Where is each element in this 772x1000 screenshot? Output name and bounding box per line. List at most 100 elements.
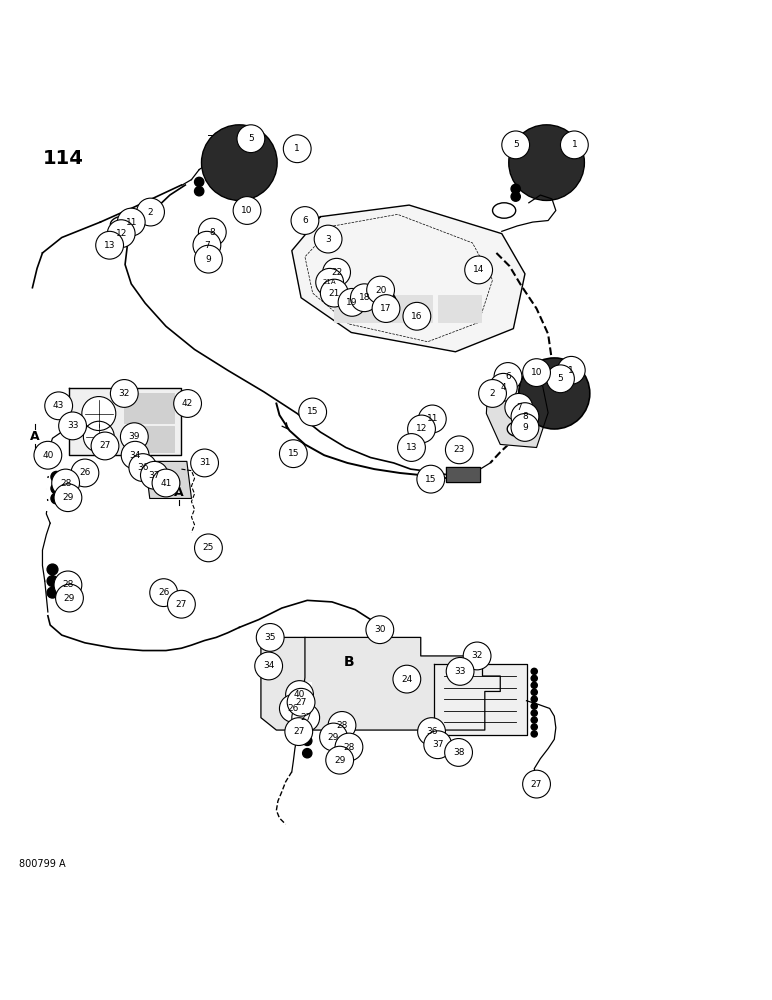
Bar	[386, 295, 432, 322]
Text: 27: 27	[176, 600, 187, 609]
Circle shape	[299, 398, 327, 426]
Circle shape	[560, 131, 588, 159]
Text: 34: 34	[263, 661, 274, 670]
Text: 4: 4	[500, 383, 506, 392]
Circle shape	[418, 405, 446, 433]
Ellipse shape	[507, 421, 530, 437]
Circle shape	[303, 749, 312, 758]
Circle shape	[59, 412, 86, 440]
Circle shape	[117, 208, 145, 236]
Circle shape	[287, 688, 315, 716]
Bar	[438, 295, 481, 322]
Text: 37: 37	[432, 740, 443, 749]
Circle shape	[510, 126, 584, 200]
Circle shape	[193, 231, 221, 259]
Text: 12: 12	[416, 424, 427, 433]
Text: 2: 2	[489, 389, 496, 398]
Polygon shape	[261, 637, 500, 730]
Bar	[124, 426, 174, 452]
Text: 1: 1	[568, 366, 574, 375]
Ellipse shape	[110, 216, 140, 233]
Text: 8: 8	[209, 228, 215, 237]
Text: 24: 24	[401, 675, 412, 684]
Circle shape	[47, 564, 58, 575]
Text: 1: 1	[294, 144, 300, 153]
Circle shape	[335, 733, 363, 761]
Text: 42: 42	[182, 399, 193, 408]
Circle shape	[338, 288, 366, 316]
Circle shape	[237, 125, 265, 153]
Text: 114: 114	[42, 149, 83, 168]
Circle shape	[531, 703, 537, 709]
Circle shape	[168, 590, 195, 618]
Text: 10: 10	[242, 206, 252, 215]
Circle shape	[121, 441, 149, 469]
Bar	[41, 478, 56, 488]
Text: 16: 16	[411, 312, 422, 321]
Circle shape	[303, 725, 312, 735]
Circle shape	[326, 746, 354, 774]
Text: 43: 43	[53, 401, 64, 410]
Text: 6: 6	[505, 372, 511, 381]
Text: 5: 5	[557, 374, 564, 383]
Text: 22: 22	[331, 268, 342, 277]
Circle shape	[511, 192, 520, 201]
Text: 27: 27	[293, 727, 304, 736]
Circle shape	[82, 397, 116, 431]
Circle shape	[403, 302, 431, 330]
Circle shape	[233, 197, 261, 224]
Text: 9: 9	[522, 423, 528, 432]
Circle shape	[195, 534, 222, 562]
Text: 5: 5	[248, 134, 254, 143]
Circle shape	[511, 184, 520, 194]
Circle shape	[332, 263, 347, 278]
Text: 40: 40	[42, 451, 53, 460]
Circle shape	[463, 642, 491, 670]
Circle shape	[255, 652, 283, 680]
Circle shape	[372, 295, 400, 322]
Bar	[41, 466, 56, 475]
Circle shape	[256, 624, 284, 651]
Text: 36: 36	[137, 463, 148, 472]
Text: 10: 10	[531, 368, 542, 377]
Text: 26: 26	[288, 704, 299, 713]
Circle shape	[367, 276, 394, 304]
Circle shape	[511, 403, 539, 431]
Circle shape	[531, 675, 537, 681]
Bar	[41, 489, 56, 498]
Text: 41: 41	[161, 479, 171, 488]
Circle shape	[303, 715, 312, 724]
Circle shape	[320, 723, 347, 751]
Text: 15: 15	[307, 407, 318, 416]
Circle shape	[47, 576, 58, 586]
Text: 29: 29	[334, 756, 345, 765]
Bar	[41, 501, 56, 510]
Text: 1: 1	[571, 140, 577, 149]
Text: B: B	[344, 655, 354, 669]
Circle shape	[191, 449, 218, 477]
Circle shape	[547, 365, 574, 393]
Circle shape	[523, 359, 550, 387]
Circle shape	[328, 712, 356, 739]
Text: 25: 25	[203, 543, 214, 552]
Text: 11: 11	[427, 414, 438, 423]
Text: 27: 27	[300, 713, 311, 722]
Text: 33: 33	[67, 421, 78, 430]
Circle shape	[531, 731, 537, 737]
Circle shape	[283, 135, 311, 163]
Text: 30: 30	[374, 625, 385, 634]
Text: 8: 8	[522, 412, 528, 421]
Circle shape	[494, 363, 522, 390]
Circle shape	[137, 198, 164, 226]
Text: 32: 32	[119, 389, 130, 398]
Circle shape	[150, 579, 178, 607]
Circle shape	[195, 177, 204, 187]
Circle shape	[198, 218, 226, 246]
Circle shape	[316, 268, 344, 296]
Bar	[296, 705, 311, 715]
Circle shape	[303, 704, 312, 713]
Polygon shape	[69, 388, 181, 455]
Text: 7: 7	[204, 241, 210, 250]
Circle shape	[152, 469, 180, 497]
Circle shape	[393, 665, 421, 693]
